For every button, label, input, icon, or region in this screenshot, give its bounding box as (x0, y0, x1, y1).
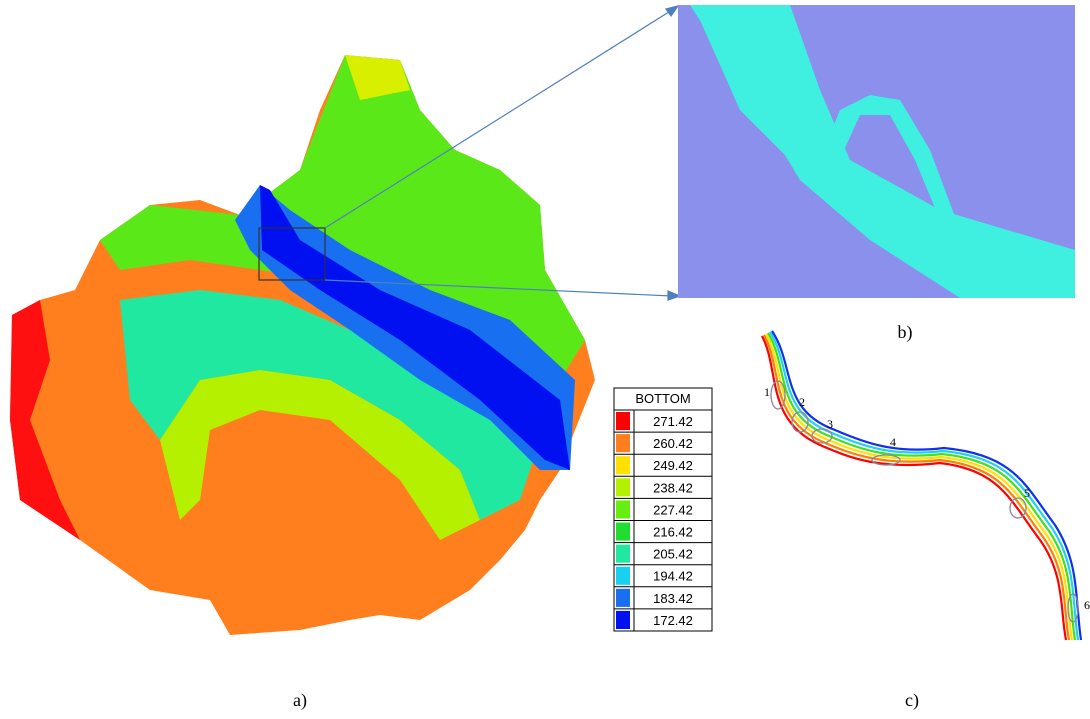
river-lines (762, 331, 1081, 640)
legend-label: 216.42 (653, 525, 693, 540)
legend-swatch (616, 523, 630, 541)
legend-label: 172.42 (653, 613, 693, 628)
terrain-map (10, 55, 595, 635)
panel-label: c) (905, 690, 919, 711)
site-label: 6 (1084, 598, 1090, 612)
site-label: 4 (890, 435, 896, 449)
legend-label: 227.42 (653, 502, 693, 517)
figure: 1 2 3 4 5 6 a) b) c) BOTTOM 271.42 260.42 249.4… (0, 0, 1090, 719)
legend-label: 205.42 (653, 547, 693, 562)
legend-swatch (616, 545, 630, 563)
panel-label: b) (898, 322, 913, 343)
legend-swatch (616, 589, 630, 607)
arrow-head (666, 6, 678, 16)
legend-title: BOTTOM (635, 391, 690, 406)
legend-label: 249.42 (653, 458, 693, 473)
river-line (770, 332, 1078, 640)
site-label: 5 (1024, 486, 1030, 500)
legend-swatch (616, 500, 630, 518)
river-line (772, 331, 1081, 640)
panel-label: a) (293, 690, 307, 711)
site-label: 1 (764, 385, 770, 399)
legend-swatch (616, 456, 630, 474)
legend-label: 183.42 (653, 591, 693, 606)
legend: BOTTOM 271.42 260.42 249.42 238.42 227.42 216… (614, 388, 712, 631)
legend-label: 271.42 (653, 414, 693, 429)
legend-swatch (616, 412, 630, 430)
legend-swatch (616, 611, 630, 629)
legend-label: 260.42 (653, 436, 693, 451)
figure-canvas: 1 2 3 4 5 6 a) b) c) BOTTOM 271.42 260.42 249.4… (0, 0, 1090, 719)
mesh-inset (678, 5, 1075, 298)
legend-swatch (616, 434, 630, 452)
legend-label: 238.42 (653, 480, 693, 495)
legend-label: 194.42 (653, 569, 693, 584)
legend-swatch (616, 567, 630, 585)
site-label: 2 (799, 395, 805, 409)
site-label: 3 (827, 417, 833, 431)
legend-swatch (616, 478, 630, 496)
river-line (762, 336, 1066, 640)
